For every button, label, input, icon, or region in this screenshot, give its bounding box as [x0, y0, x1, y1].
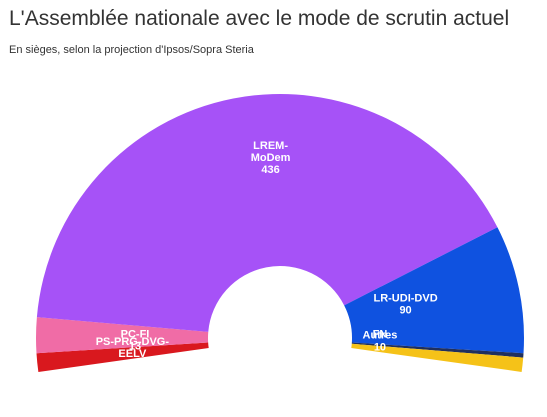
series-label-pc-fi: PC-FI [121, 328, 150, 340]
segment-autres[interactable] [351, 343, 524, 372]
value-label-lrem-modem: 436 [261, 164, 279, 176]
segment-pc-fi[interactable] [36, 342, 209, 372]
segments-group [35, 93, 524, 372]
chart-subtitle: En sièges, selon la projection d'Ipsos/S… [9, 44, 254, 56]
series-label-lrem-modem: MoDem [251, 152, 291, 164]
value-label-pc-fi: 13 [129, 340, 141, 352]
series-label-lrem-modem: LREM- [253, 140, 288, 152]
series-label-ps-prg-dvg-eelv: EELV [118, 348, 147, 360]
segment-ps-prg-dvg-eelv[interactable] [35, 317, 209, 354]
value-label-autres: 10 [374, 341, 386, 353]
segment-fn[interactable] [351, 342, 524, 358]
series-label-fn: FN [373, 328, 388, 340]
value-label-lr-udi-dvd: 90 [399, 304, 411, 316]
series-label-autres: Autres [363, 329, 398, 341]
segment-lrem-modem[interactable] [36, 93, 498, 332]
chart-title: L'Assemblée nationale avec le mode de sc… [9, 7, 510, 30]
series-label-ps-prg-dvg-eelv: PS-PRG-DVG- [96, 336, 170, 348]
series-label-lr-udi-dvd: LR-UDI-DVD [373, 292, 437, 304]
segment-lr-udi-dvd[interactable] [344, 227, 524, 354]
